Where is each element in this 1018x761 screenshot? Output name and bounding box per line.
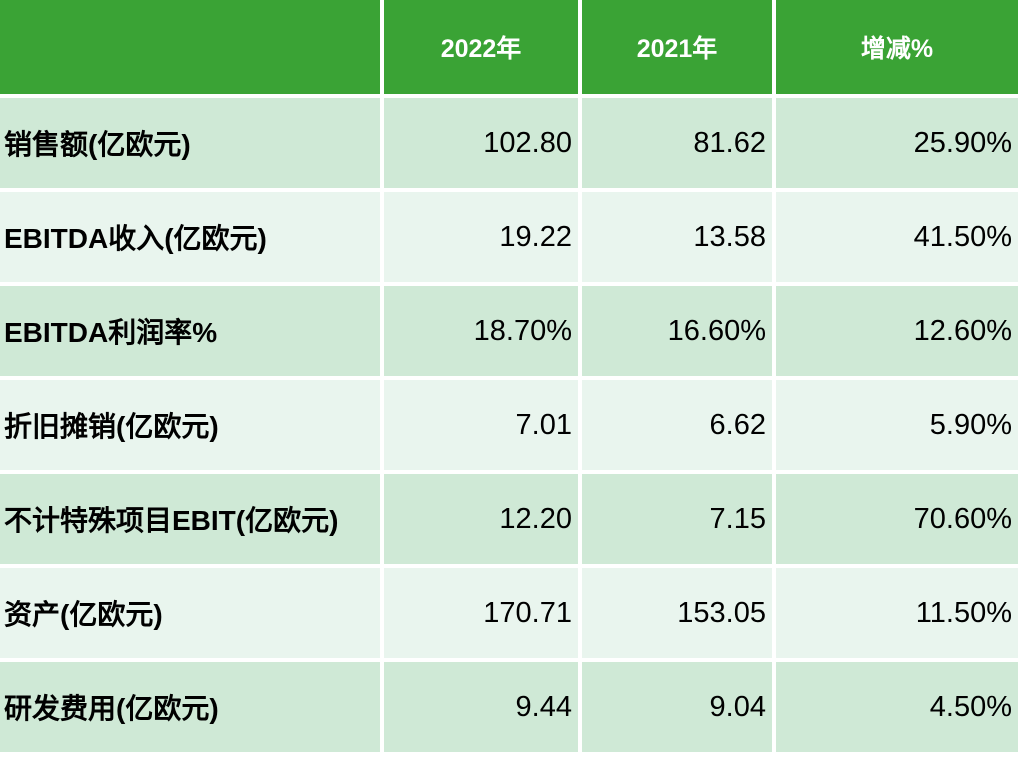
- cell-ebitda-income-change: 41.50%: [776, 192, 1018, 282]
- row-label-sales: 销售额(亿欧元): [0, 98, 380, 188]
- cell-ebit-ex-special-2022: 12.20: [384, 474, 578, 564]
- cell-rd-expense-2022: 9.44: [384, 662, 578, 752]
- header-cell-2022: 2022年: [384, 0, 578, 94]
- header-cell-2021: 2021年: [582, 0, 772, 94]
- row-label-ebitda-income: EBITDA收入(亿欧元): [0, 192, 380, 282]
- cell-assets-2021: 153.05: [582, 568, 772, 658]
- cell-ebitda-margin-2021: 16.60%: [582, 286, 772, 376]
- cell-depreciation-change: 5.90%: [776, 380, 1018, 470]
- row-label-ebitda-margin: EBITDA利润率%: [0, 286, 380, 376]
- cell-sales-2021: 81.62: [582, 98, 772, 188]
- cell-ebit-ex-special-2021: 7.15: [582, 474, 772, 564]
- cell-depreciation-2021: 6.62: [582, 380, 772, 470]
- row-label-ebit-ex-special: 不计特殊项目EBIT(亿欧元): [0, 474, 380, 564]
- row-label-assets: 资产(亿欧元): [0, 568, 380, 658]
- cell-rd-expense-change: 4.50%: [776, 662, 1018, 752]
- cell-ebitda-margin-2022: 18.70%: [384, 286, 578, 376]
- cell-ebitda-income-2022: 19.22: [384, 192, 578, 282]
- row-label-depreciation: 折旧摊销(亿欧元): [0, 380, 380, 470]
- cell-assets-change: 11.50%: [776, 568, 1018, 658]
- cell-rd-expense-2021: 9.04: [582, 662, 772, 752]
- cell-ebit-ex-special-change: 70.60%: [776, 474, 1018, 564]
- cell-sales-change: 25.90%: [776, 98, 1018, 188]
- cell-ebitda-income-2021: 13.58: [582, 192, 772, 282]
- header-cell-change-pct: 增减%: [776, 0, 1018, 94]
- cell-depreciation-2022: 7.01: [384, 380, 578, 470]
- header-corner-cell: [0, 0, 380, 94]
- cell-sales-2022: 102.80: [384, 98, 578, 188]
- row-label-rd-expense: 研发费用(亿欧元): [0, 662, 380, 752]
- cell-ebitda-margin-change: 12.60%: [776, 286, 1018, 376]
- cell-assets-2022: 170.71: [384, 568, 578, 658]
